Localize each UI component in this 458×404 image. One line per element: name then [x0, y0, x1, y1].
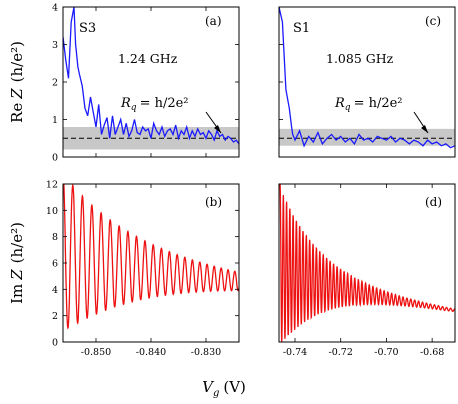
- panel-c-series-line: [279, 7, 455, 149]
- panel-a-y-ticks: 0 1 2 3 4: [52, 3, 239, 164]
- x-tick-label: -0.830: [191, 347, 221, 358]
- panel-c-rq-label: Rq = h/2e²: [334, 96, 403, 113]
- x-tick-label: -0.850: [81, 347, 111, 358]
- panel-a-tag: (a): [205, 14, 222, 28]
- y-axis-label-top: ReZ(h/e²): [8, 41, 26, 123]
- panel-a-frequency: 1.24 GHz: [118, 51, 178, 66]
- y-tick-label: 10: [46, 206, 58, 217]
- panel-d-series-line: [279, 184, 455, 342]
- panel-c-frequency: 1.085 GHz: [326, 51, 394, 66]
- y-tick-label: 6: [52, 259, 58, 270]
- panel-a-series: [63, 7, 239, 145]
- y-tick-label: 4: [52, 3, 58, 14]
- panel-d-series: [279, 184, 455, 342]
- panel-d-tag: (d): [425, 195, 442, 209]
- y-tick-label: 8: [52, 232, 58, 243]
- y-tick-label: 2: [52, 78, 58, 89]
- y-tick-label: 3: [52, 40, 58, 51]
- panel-b-x-ticks: -0.850 -0.840 -0.830: [81, 184, 221, 358]
- panel-b-series: [63, 184, 239, 330]
- panel-a-sample: S3: [79, 21, 96, 36]
- panel-b: 0 2 4 6 8 10 12 -0.850 -0.840 -0.830 (b): [46, 180, 240, 358]
- y-tick-label: 1: [52, 115, 58, 126]
- panel-c-series: [279, 7, 455, 149]
- panel-a-rq-arrowhead: [214, 125, 221, 133]
- panel-b-tag: (b): [205, 195, 222, 209]
- panel-c-sample: S1: [293, 21, 310, 36]
- panel-c-tag: (c): [425, 14, 441, 28]
- x-tick-label: -0.70: [374, 347, 398, 358]
- y-tick-label: 12: [46, 180, 58, 191]
- x-tick-label: -0.72: [329, 347, 353, 358]
- panel-d: -0.74 -0.72 -0.70 -0.68 (d): [278, 183, 456, 358]
- panel-a: 0 1 2 3 4 (a) S3 1.24 GHz Rq = h/2e²: [52, 3, 240, 164]
- panel-b-y-ticks: 0 2 4 6 8 10 12: [46, 180, 239, 349]
- panel-c-band: [279, 128, 455, 146]
- panel-a-x-ticks: [95, 7, 207, 157]
- y-tick-label: 0: [52, 153, 58, 164]
- panel-c: (c) S1 1.085 GHz Rq = h/2e²: [278, 6, 456, 158]
- y-axis-label-bottom: ImZ(h/e²): [8, 222, 26, 304]
- y-tick-label: 2: [52, 311, 58, 322]
- panel-d-x-ticks: -0.74 -0.72 -0.70 -0.68: [283, 184, 444, 358]
- y-tick-label: 4: [52, 285, 58, 296]
- x-tick-label: -0.68: [420, 347, 444, 358]
- panel-a-series-line: [63, 7, 239, 145]
- panel-a-rq-label: Rq = h/2e²: [120, 96, 189, 113]
- x-axis-label: Vg (V): [202, 378, 246, 399]
- x-tick-label: -0.840: [136, 347, 166, 358]
- panel-c-y-ticks: [279, 6, 283, 158]
- panel-c-rq-arrowhead: [421, 125, 428, 133]
- panel-b-series-line: [63, 184, 239, 330]
- y-tick-label: 0: [52, 338, 58, 349]
- x-tick-label: -0.74: [283, 347, 307, 358]
- panel-d-frame: [278, 183, 456, 343]
